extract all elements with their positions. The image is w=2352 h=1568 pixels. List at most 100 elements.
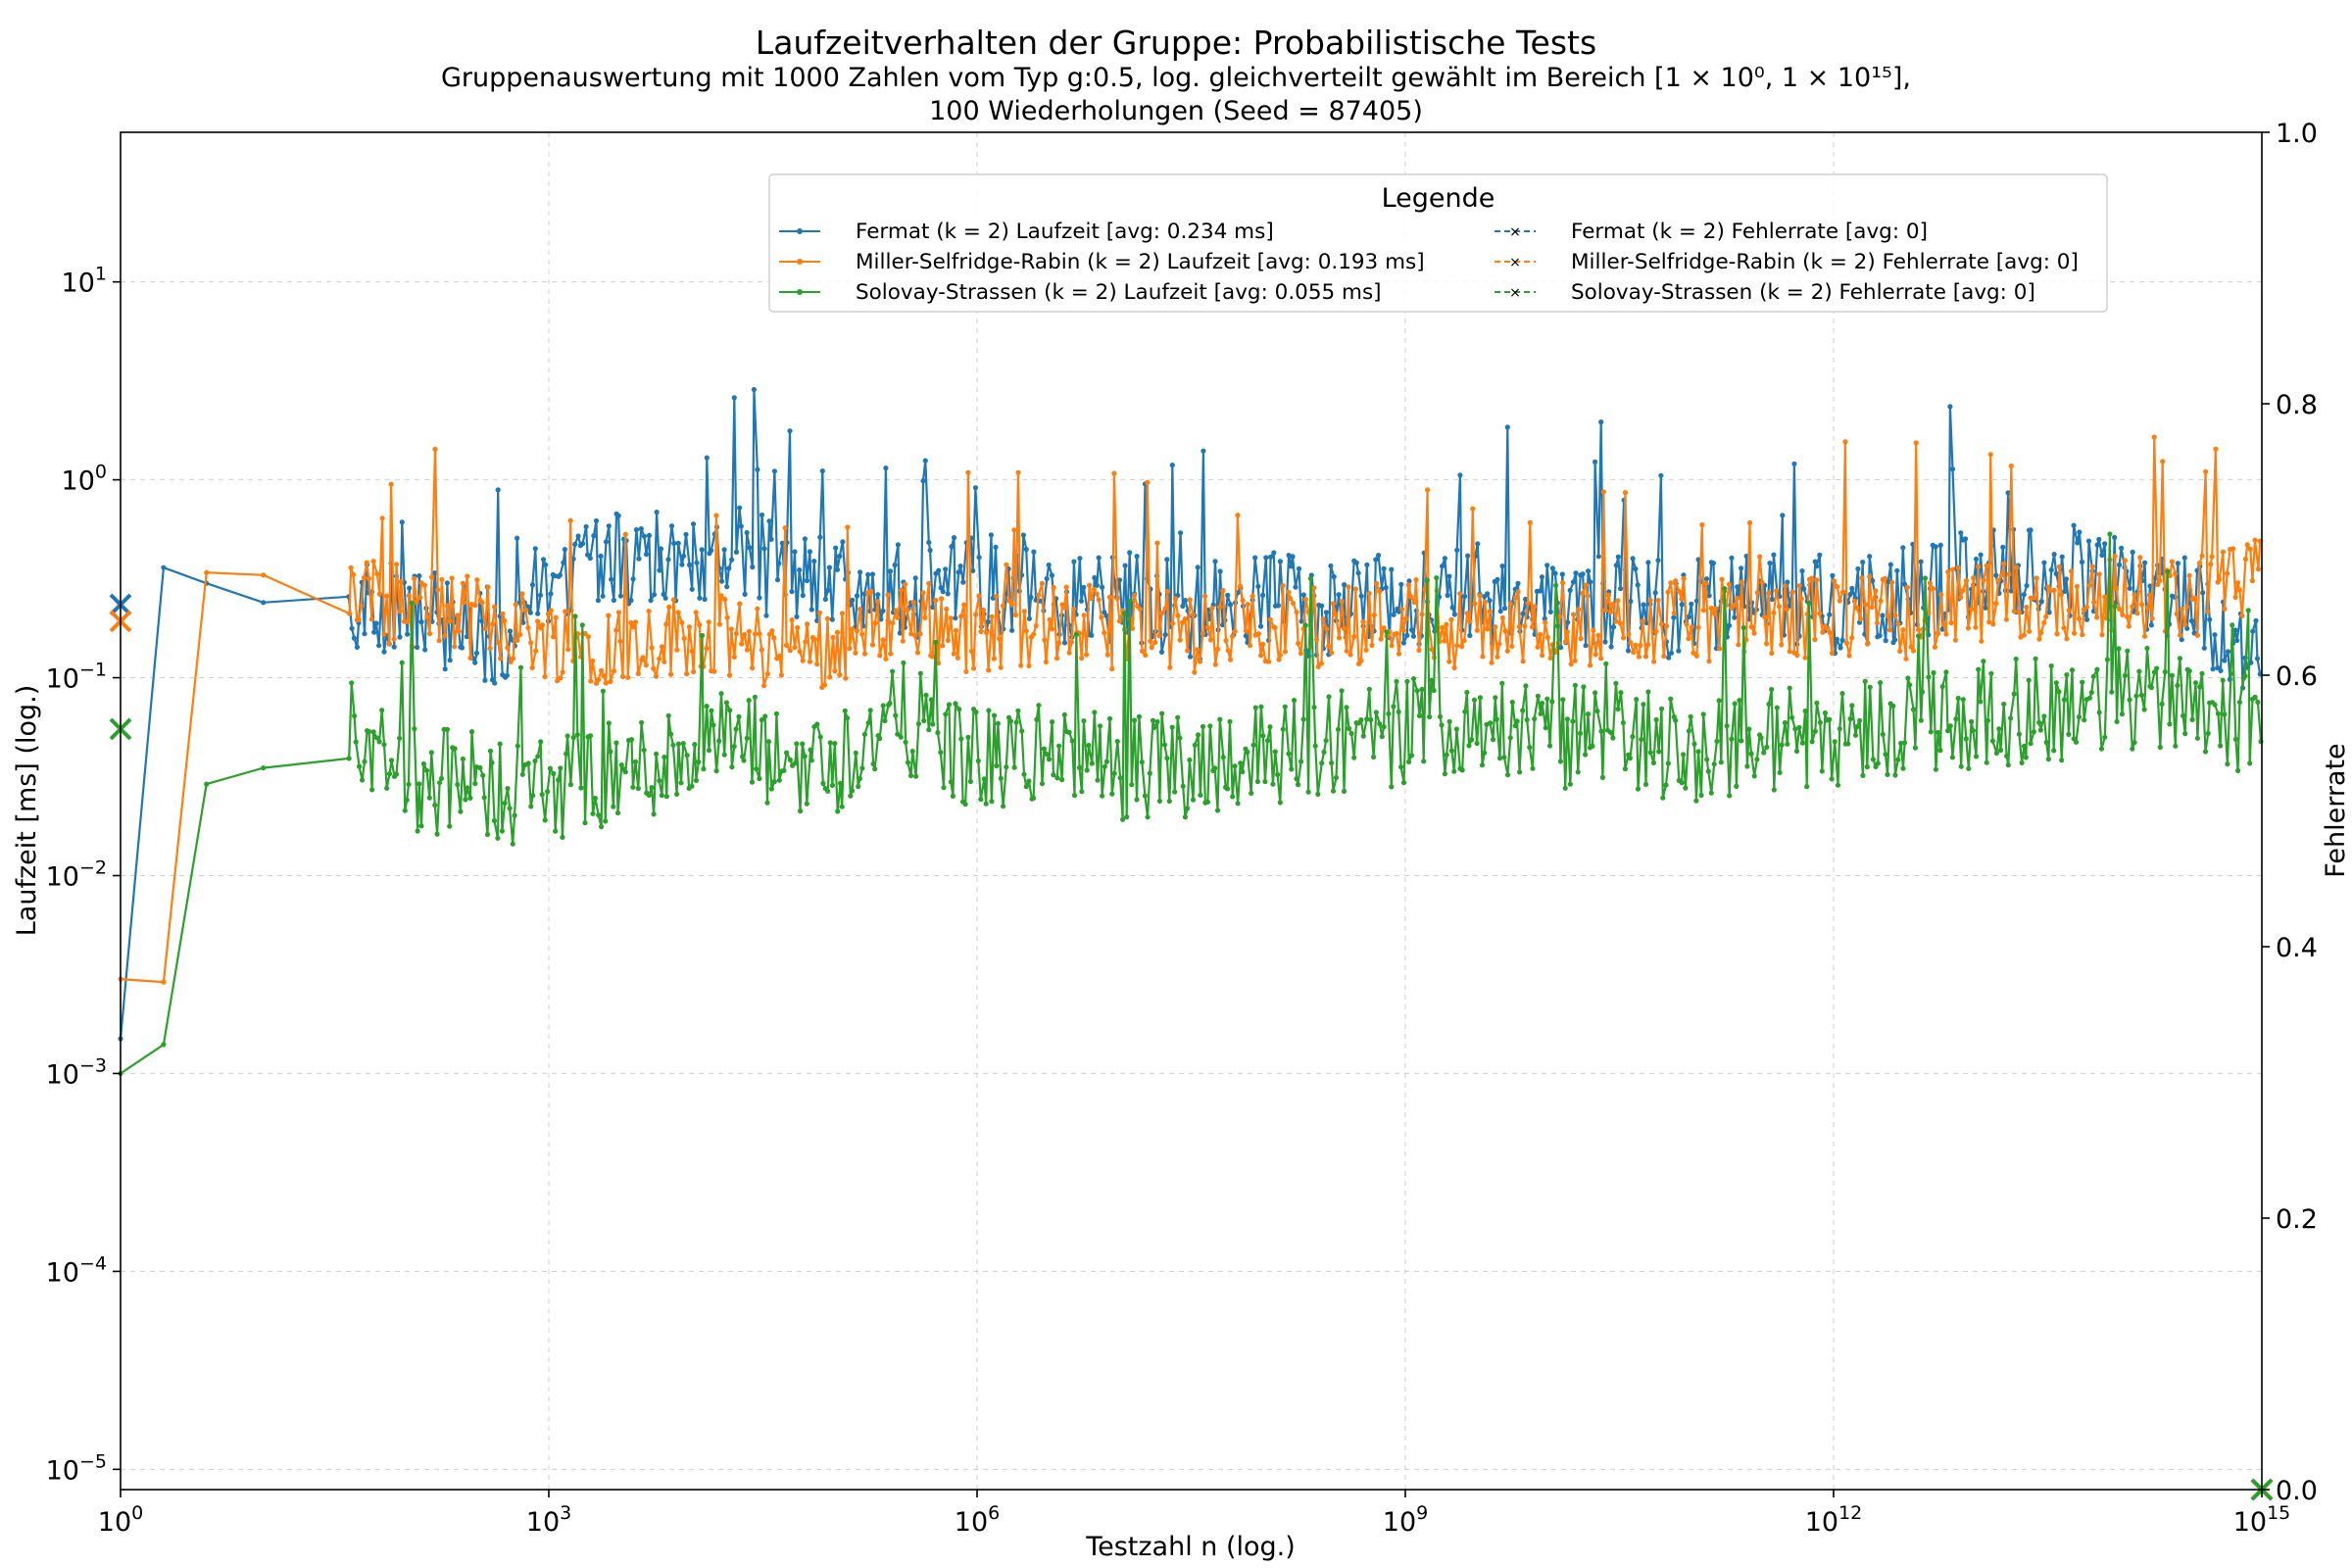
data-point	[1404, 632, 1410, 639]
data-point	[1066, 729, 1072, 736]
data-point	[1615, 554, 1621, 560]
data-point	[1642, 781, 1649, 788]
data-point	[1408, 594, 1414, 600]
data-point	[2202, 749, 2209, 755]
data-point	[1298, 618, 1304, 624]
data-point	[376, 739, 382, 745]
data-point	[1092, 574, 1098, 581]
legend-swatch-marker	[797, 259, 803, 265]
data-point	[888, 651, 894, 657]
data-point	[820, 780, 826, 787]
x-tick-label: 103	[526, 1502, 571, 1538]
data-point	[1931, 669, 1936, 676]
data-point	[797, 567, 803, 573]
data-point	[1817, 611, 1823, 616]
data-point	[709, 548, 714, 554]
data-point	[1496, 756, 1503, 761]
data-point	[805, 621, 810, 627]
data-point	[956, 569, 961, 575]
data-point	[2218, 667, 2224, 674]
data-point	[1336, 592, 1342, 598]
data-point	[816, 610, 823, 615]
data-point	[1525, 600, 1531, 607]
data-point	[615, 513, 621, 518]
data-point	[1457, 472, 1463, 478]
data-point	[405, 631, 411, 637]
data-point	[1673, 717, 1679, 723]
data-point	[438, 775, 445, 782]
data-point	[1598, 728, 1604, 734]
data-point	[572, 613, 578, 619]
data-point	[875, 592, 881, 598]
data-point	[883, 656, 889, 662]
data-point	[890, 668, 896, 674]
data-point	[1400, 640, 1406, 646]
data-point	[1987, 452, 1993, 458]
data-point	[1050, 719, 1055, 725]
data-point	[1282, 649, 1288, 655]
data-point	[1018, 662, 1024, 668]
data-point	[1384, 629, 1390, 635]
data-point	[1703, 576, 1709, 582]
data-point	[1855, 565, 1861, 572]
data-point	[473, 650, 480, 657]
data-point	[825, 788, 831, 794]
data-point	[2255, 566, 2261, 572]
data-point	[1718, 760, 1724, 765]
data-point	[1864, 641, 1871, 647]
data-point	[1049, 572, 1054, 578]
data-point	[833, 545, 839, 551]
data-point	[1180, 619, 1186, 625]
data-point	[204, 569, 210, 575]
data-point	[1973, 556, 1980, 563]
data-point	[639, 719, 645, 725]
data-point	[2041, 560, 2047, 565]
data-point	[1351, 634, 1357, 640]
data-point	[1467, 618, 1473, 624]
data-point	[1671, 614, 1677, 620]
data-point	[1023, 628, 1029, 634]
data-point	[1937, 748, 1943, 754]
data-point	[1381, 625, 1387, 631]
data-point	[635, 670, 641, 677]
data-point	[1363, 647, 1369, 653]
data-point	[2000, 544, 2006, 550]
data-point	[1054, 775, 1060, 781]
data-point	[1647, 598, 1653, 604]
data-point	[1867, 573, 1873, 579]
data-point	[2053, 570, 2059, 577]
data-point	[368, 616, 374, 622]
x-tick-label: 1012	[1805, 1502, 1863, 1538]
data-point	[1986, 619, 1992, 625]
data-point	[455, 781, 461, 788]
data-point	[1200, 630, 1205, 637]
data-point	[804, 801, 809, 807]
legend-swatch-marker: ×	[1509, 285, 1521, 301]
data-point	[1451, 768, 1457, 774]
data-point	[1232, 628, 1238, 634]
data-point	[1400, 780, 1407, 786]
data-point	[1567, 587, 1573, 594]
data-point	[426, 631, 433, 637]
data-point	[261, 765, 267, 771]
data-point	[350, 571, 357, 577]
data-point	[412, 726, 417, 732]
data-point	[2066, 731, 2072, 738]
data-point	[2112, 604, 2118, 610]
data-point	[1719, 576, 1725, 582]
data-point	[1801, 586, 1807, 592]
data-point	[532, 546, 538, 552]
data-point	[2079, 559, 2085, 565]
data-point	[1570, 579, 1577, 585]
data-point	[613, 740, 619, 746]
data-point	[2242, 556, 2248, 563]
data-point	[2005, 490, 2011, 496]
data-point	[1655, 597, 1661, 604]
data-point	[739, 641, 745, 647]
data-point	[737, 601, 743, 607]
data-point	[718, 691, 724, 697]
data-point	[1389, 784, 1395, 790]
data-point	[472, 603, 478, 609]
data-point	[920, 590, 926, 596]
data-point	[500, 611, 506, 617]
